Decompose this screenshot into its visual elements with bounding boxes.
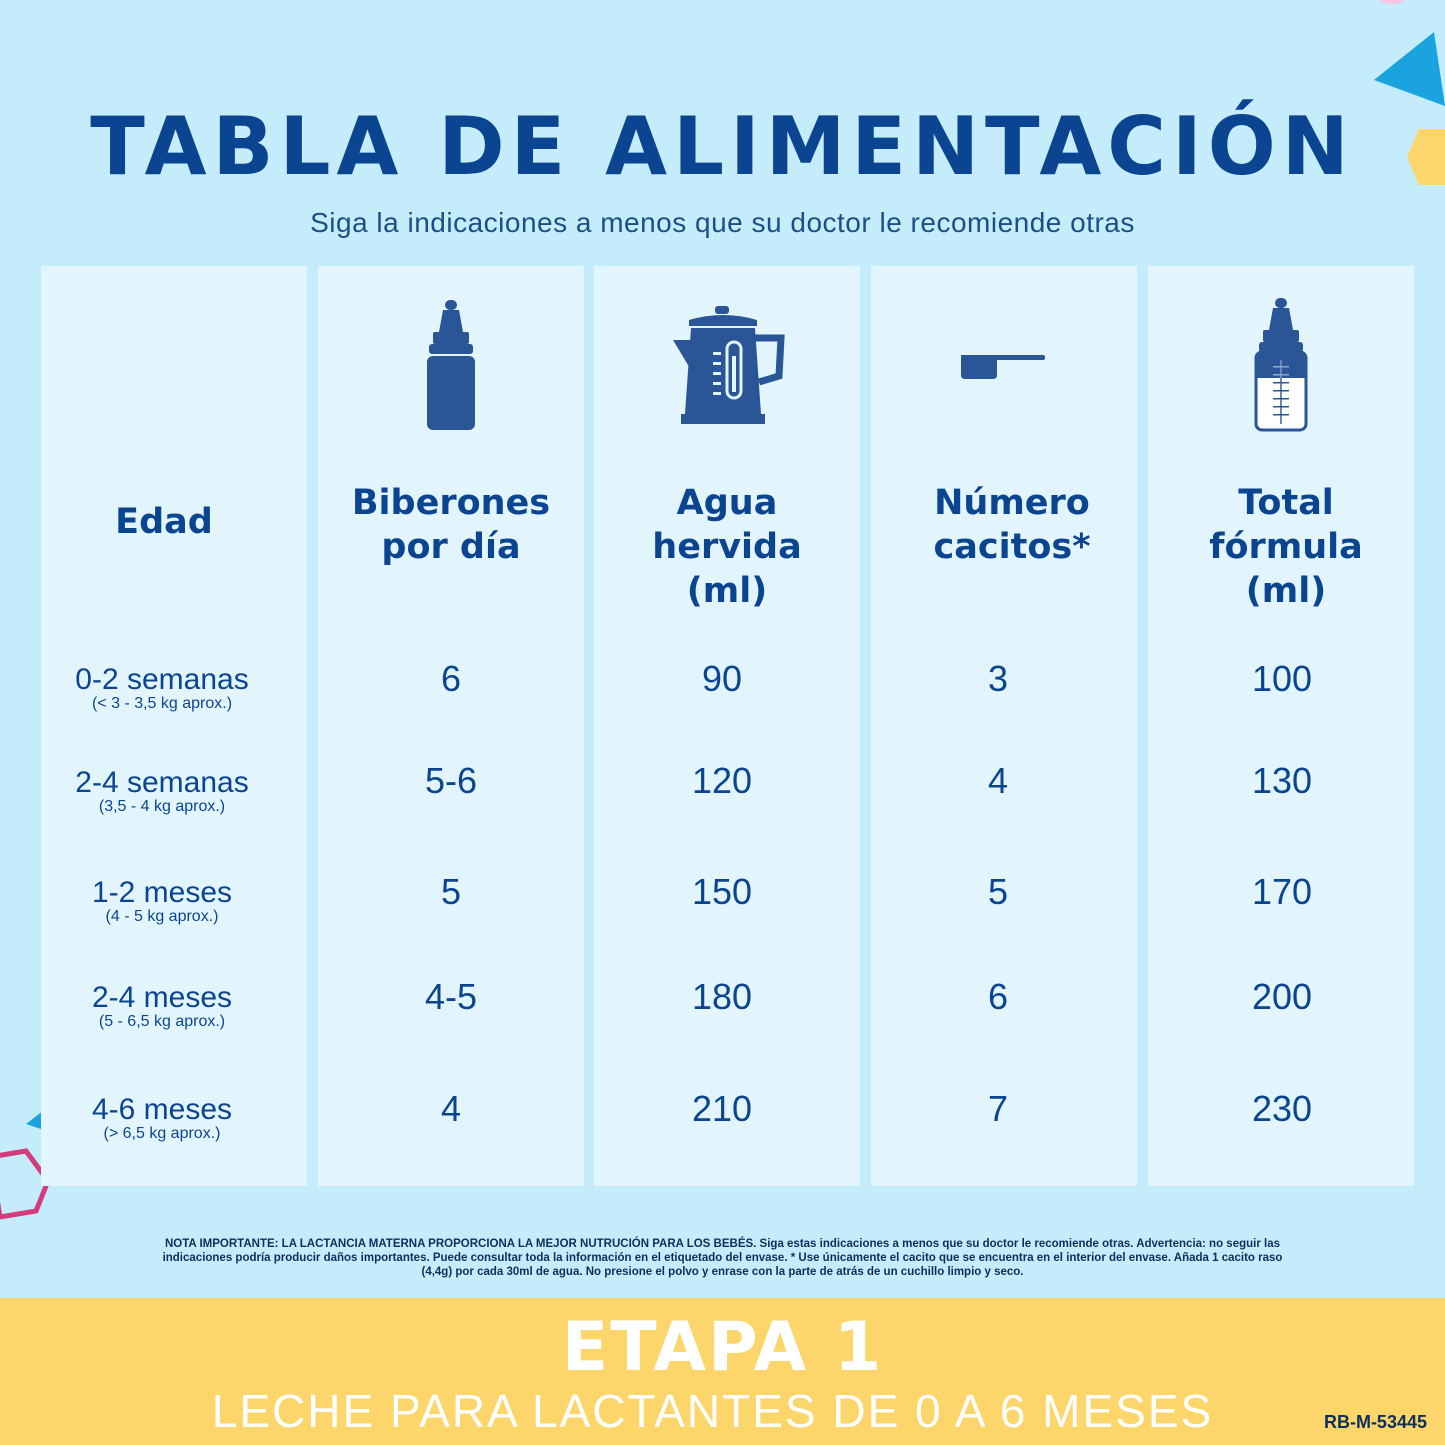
cell-bottles-row-5: 4	[440, 1088, 462, 1129]
cell-water-row-5: 210	[691, 1088, 753, 1129]
age-cell-2-4-meses: 2-4 meses (5 - 6,5 kg aprox.)	[91, 981, 233, 1030]
age-cell-2-4-semanas: 2-4 semanas (3,5 - 4 kg aprox.)	[75, 766, 249, 815]
column-total: Total fórmula (ml) 100 130 170 200 230	[1148, 266, 1414, 1186]
yellow-hexagon-decoration	[1407, 129, 1445, 185]
cell-water-row-2: 120	[691, 760, 753, 801]
cell-bottles-row-4: 4-5	[424, 976, 478, 1017]
column-header-total: Total fórmula (ml)	[1209, 483, 1363, 611]
pink-hexagon-outline-decoration	[0, 1148, 51, 1220]
column-water: Agua hervida (ml) 90 120 150 180 210	[594, 266, 860, 1186]
stage-label: ETAPA 1	[561, 1308, 884, 1387]
column-header-scoops: Número cacitos*	[933, 483, 1091, 567]
baby-bottle-icon	[318, 296, 584, 436]
product-tagline: LECHE PARA LACTANTES DE 0 A 6 MESES	[211, 1385, 1214, 1437]
cell-total-row-3: 170	[1251, 871, 1313, 912]
column-scoops: Número cacitos* 3 4 5 6 7	[871, 266, 1137, 1186]
footer-banner: ETAPA 1 LECHE PARA LACTANTES DE 0 A 6 ME…	[0, 1298, 1445, 1445]
cell-total-row-2: 130	[1251, 760, 1313, 801]
page-title: TABLA DE ALIMENTACIÓN	[90, 100, 1355, 193]
cell-scoops-row-1: 3	[987, 658, 1009, 699]
age-cell-4-6-meses: 4-6 meses (> 6,5 kg aprox.)	[91, 1093, 233, 1142]
measuring-bottle-icon	[1148, 296, 1414, 436]
cell-scoops-row-5: 7	[987, 1088, 1009, 1129]
cell-water-row-4: 180	[691, 976, 753, 1017]
cell-total-row-5: 230	[1251, 1088, 1313, 1129]
column-bottles: Biberones por día 6 5-6 5 4-5 4	[318, 266, 584, 1186]
kettle-icon	[594, 296, 860, 436]
important-note: NOTA IMPORTANTE: LA LACTANCIA MATERNA PR…	[162, 1238, 1283, 1278]
column-header-age: Edad	[115, 502, 213, 542]
cell-total-row-1: 100	[1251, 658, 1313, 699]
column-age: Edad 0-2 semanas (< 3 - 3,5 kg aprox.) 2…	[41, 266, 307, 1186]
registration-code: RB-M-53445	[1323, 1412, 1427, 1432]
page-subtitle: Siga la indicaciones a menos que su doct…	[310, 207, 1135, 238]
cell-bottles-row-2: 5-6	[424, 760, 478, 801]
cell-scoops-row-3: 5	[987, 871, 1009, 912]
blue-triangle-decoration	[1374, 32, 1445, 106]
pink-circle-decoration	[1378, 0, 1406, 4]
cell-scoops-row-2: 4	[987, 760, 1009, 801]
age-cell-1-2-meses: 1-2 meses (4 - 5 kg aprox.)	[91, 876, 233, 925]
column-header-water: Agua hervida (ml)	[652, 483, 802, 611]
age-cell-0-2-semanas: 0-2 semanas (< 3 - 3,5 kg aprox.)	[75, 663, 249, 712]
scoop-icon	[871, 296, 1137, 436]
cell-bottles-row-1: 6	[440, 658, 462, 699]
cell-water-row-1: 90	[701, 658, 743, 699]
cell-water-row-3: 150	[691, 871, 753, 912]
cell-bottles-row-3: 5	[440, 871, 462, 912]
cell-total-row-4: 200	[1251, 976, 1313, 1017]
cell-scoops-row-4: 6	[987, 976, 1009, 1017]
column-header-bottles: Biberones por día	[351, 483, 551, 567]
